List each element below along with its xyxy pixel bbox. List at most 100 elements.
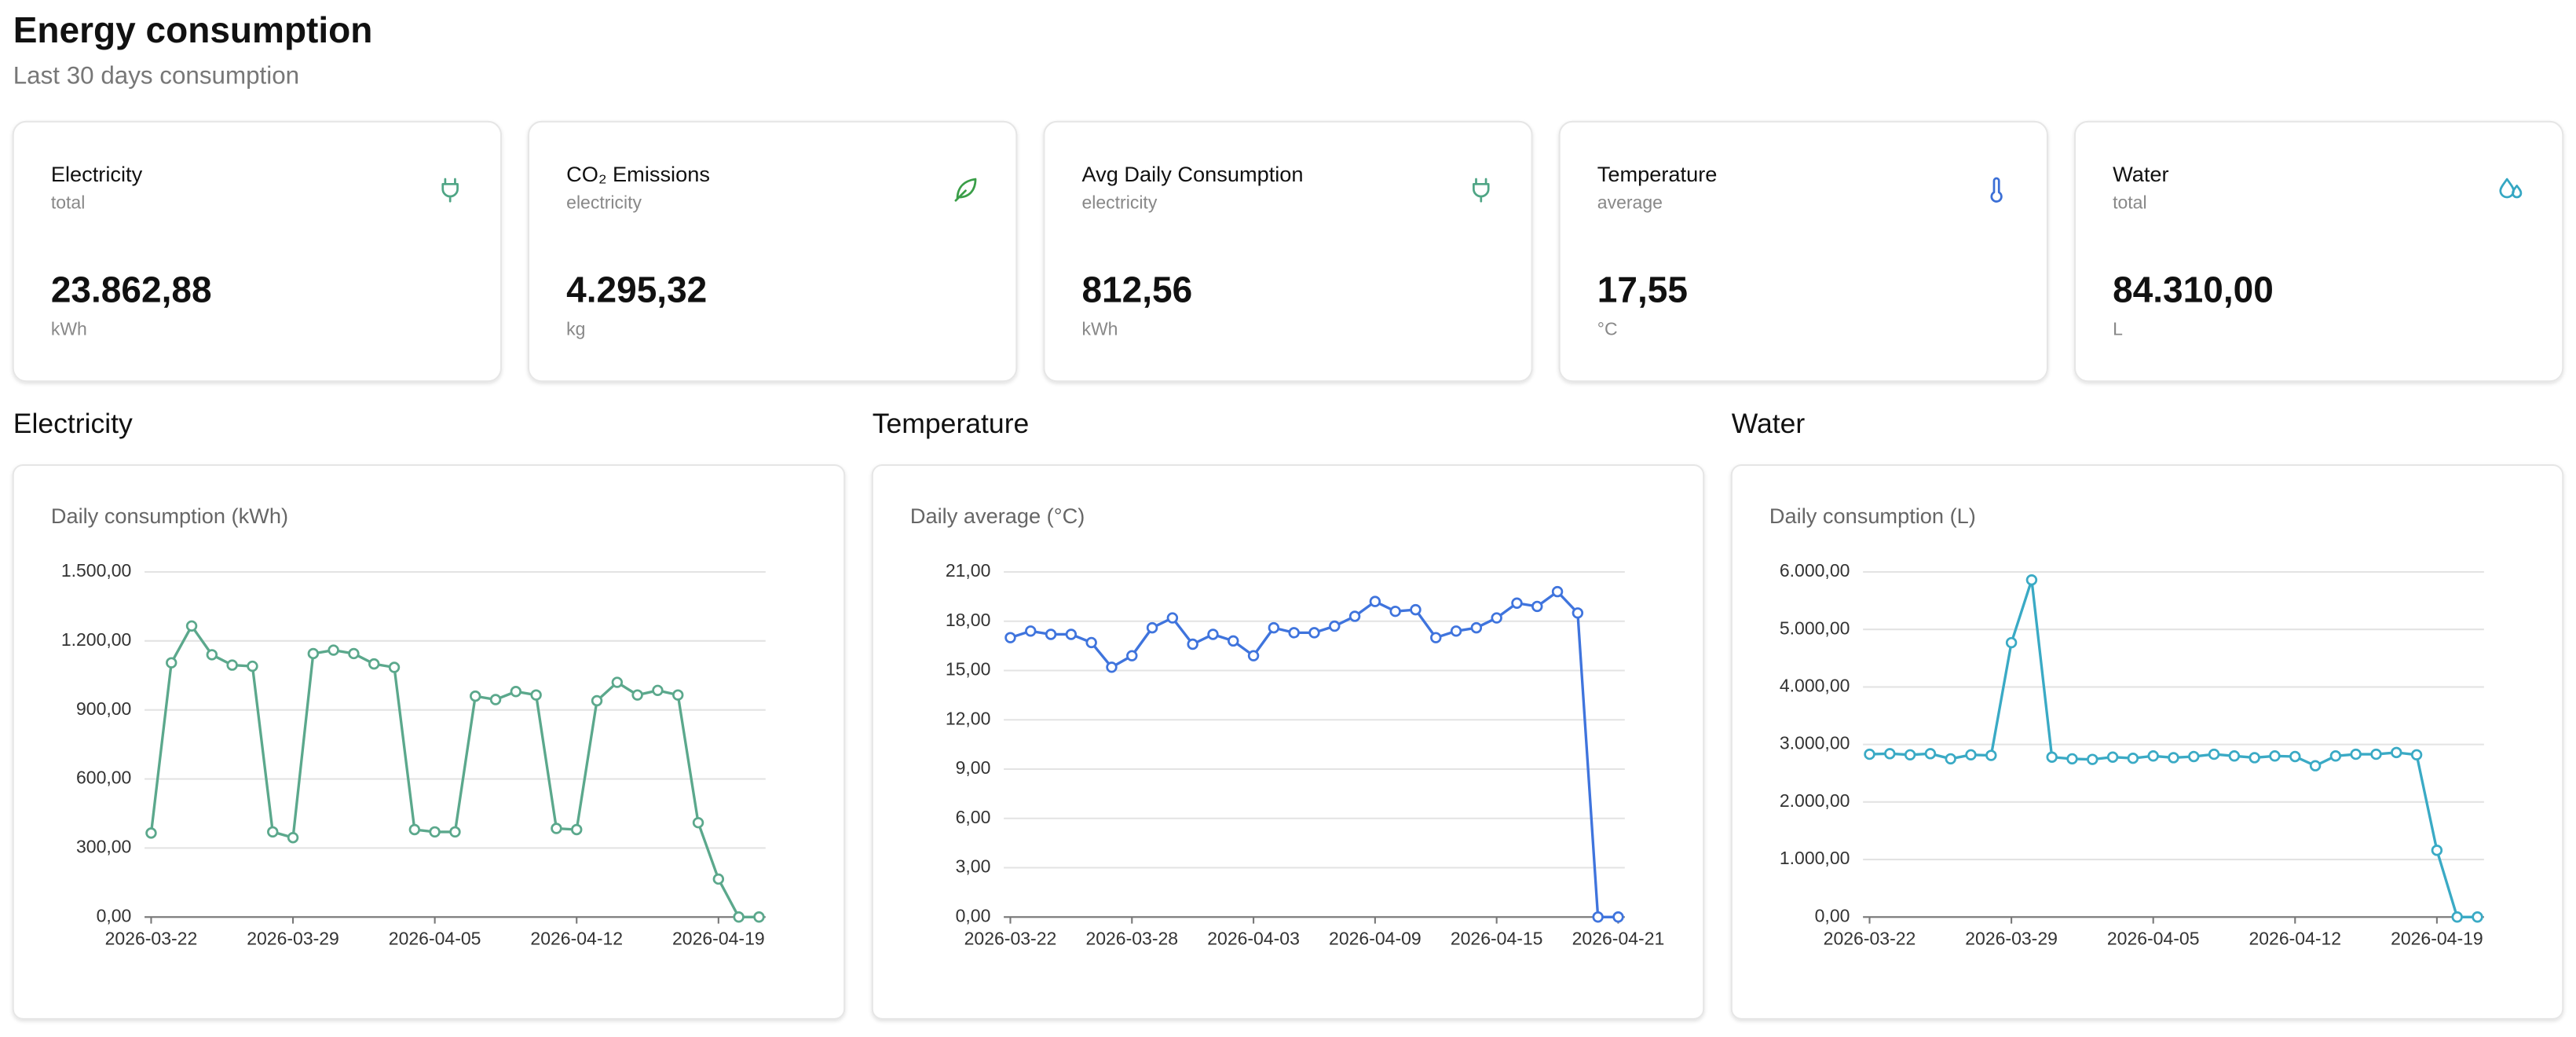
data-point <box>551 823 562 834</box>
card-value: 23.862,88 <box>51 269 212 310</box>
card <box>1043 120 1533 383</box>
data-point <box>1065 628 1078 640</box>
card-sublabel: electricity <box>566 192 642 212</box>
data-point <box>206 649 218 661</box>
x-tick-label: 2026-03-22 <box>105 929 198 949</box>
data-point <box>166 657 177 669</box>
card-icon <box>441 178 459 203</box>
data-point <box>2309 760 2322 771</box>
y-tick-label: 0,00 <box>97 905 132 925</box>
chart-title: Temperature <box>873 408 1030 439</box>
data-point <box>712 873 725 885</box>
data-point <box>2431 845 2443 856</box>
data-point <box>267 826 279 838</box>
card-sublabel: total <box>2113 192 2146 212</box>
data-point <box>1470 621 1483 634</box>
chart-panel <box>1730 464 2564 1021</box>
card <box>528 120 1018 383</box>
data-point <box>145 827 157 839</box>
data-point <box>510 686 522 698</box>
data-point <box>2451 911 2463 923</box>
data-point <box>408 823 421 836</box>
data-point <box>368 658 380 670</box>
data-point <box>1884 748 1896 760</box>
card-unit: kWh <box>1081 319 1118 339</box>
y-tick-label: 6,00 <box>956 807 991 827</box>
card-value: 84.310,00 <box>2113 269 2274 310</box>
data-point <box>388 661 401 673</box>
data-point <box>1491 612 1502 624</box>
page-title: Energy consumption <box>13 9 373 50</box>
card-sublabel: electricity <box>1081 192 1157 212</box>
data-point <box>1430 632 1442 643</box>
icon-shape <box>1990 177 2003 203</box>
data-point <box>1085 636 1097 649</box>
data-point <box>1965 749 1977 761</box>
x-tick-label: 2026-03-29 <box>247 929 339 949</box>
card-label: Avg Daily Consumption <box>1081 162 1303 186</box>
y-tick-label: 21,00 <box>946 560 991 581</box>
data-point <box>733 911 745 923</box>
data-point <box>1592 911 1604 923</box>
data-point <box>2269 750 2281 762</box>
data-point <box>530 689 542 701</box>
data-point <box>1511 597 1523 609</box>
card-value: 812,56 <box>1081 269 1192 310</box>
data-point <box>1945 753 1956 765</box>
icon-shape <box>1473 178 1490 203</box>
data-point <box>631 689 643 701</box>
card-icon <box>954 178 977 202</box>
x-tick-label: 2026-03-29 <box>1965 929 2058 949</box>
data-point <box>1924 748 1937 760</box>
data-point <box>247 660 258 672</box>
data-point <box>1247 650 1260 661</box>
x-tick-label: 2026-04-12 <box>2249 929 2341 949</box>
data-point <box>1572 607 1584 619</box>
chart-subtitle: Daily consumption (L) <box>1769 504 1976 528</box>
data-point <box>348 647 360 660</box>
data-point <box>307 647 320 660</box>
data-point <box>2472 911 2483 923</box>
data-point <box>1106 661 1118 673</box>
data-point <box>652 684 664 697</box>
data-point <box>2249 752 2260 764</box>
x-tick-label: 2026-04-21 <box>1572 929 1665 949</box>
data-point <box>2106 751 2119 763</box>
card <box>1558 120 2048 383</box>
y-tick-label: 3.000,00 <box>1780 733 1850 753</box>
data-point <box>2329 750 2342 762</box>
x-tick-label: 2026-04-15 <box>1451 929 1543 949</box>
data-point <box>2046 751 2058 763</box>
data-point <box>2208 748 2220 760</box>
data-point <box>571 823 583 836</box>
data-point <box>429 826 441 838</box>
card-value: 17,55 <box>1597 269 1688 310</box>
data-point <box>1045 628 1057 640</box>
card-unit: kg <box>566 319 585 339</box>
data-point <box>1166 612 1179 624</box>
y-tick-label: 600,00 <box>76 768 131 788</box>
page-subtitle: Last 30 days consumption <box>13 62 299 90</box>
data-point <box>2147 750 2159 762</box>
data-point <box>692 816 704 829</box>
y-tick-label: 1.200,00 <box>61 629 132 650</box>
x-tick-label: 2026-03-22 <box>964 929 1057 949</box>
data-point <box>1904 749 1916 761</box>
y-tick-label: 12,00 <box>946 708 991 728</box>
data-point <box>2127 752 2139 764</box>
data-point <box>1410 603 1422 616</box>
data-point <box>1268 621 1280 634</box>
data-point <box>1369 595 1381 607</box>
data-point <box>1187 638 1198 650</box>
x-tick-label: 2026-03-28 <box>1085 929 1178 949</box>
x-tick-label: 2026-04-19 <box>672 929 765 949</box>
x-tick-label: 2026-04-03 <box>1207 929 1300 949</box>
card-unit: kWh <box>51 319 87 339</box>
data-point <box>1551 585 1564 598</box>
data-point <box>1025 625 1037 637</box>
chart-subtitle: Daily average (°C) <box>910 504 1085 528</box>
x-tick-label: 2026-04-05 <box>2107 929 2200 949</box>
y-tick-label: 18,00 <box>946 610 991 630</box>
chart-panel <box>12 464 846 1021</box>
